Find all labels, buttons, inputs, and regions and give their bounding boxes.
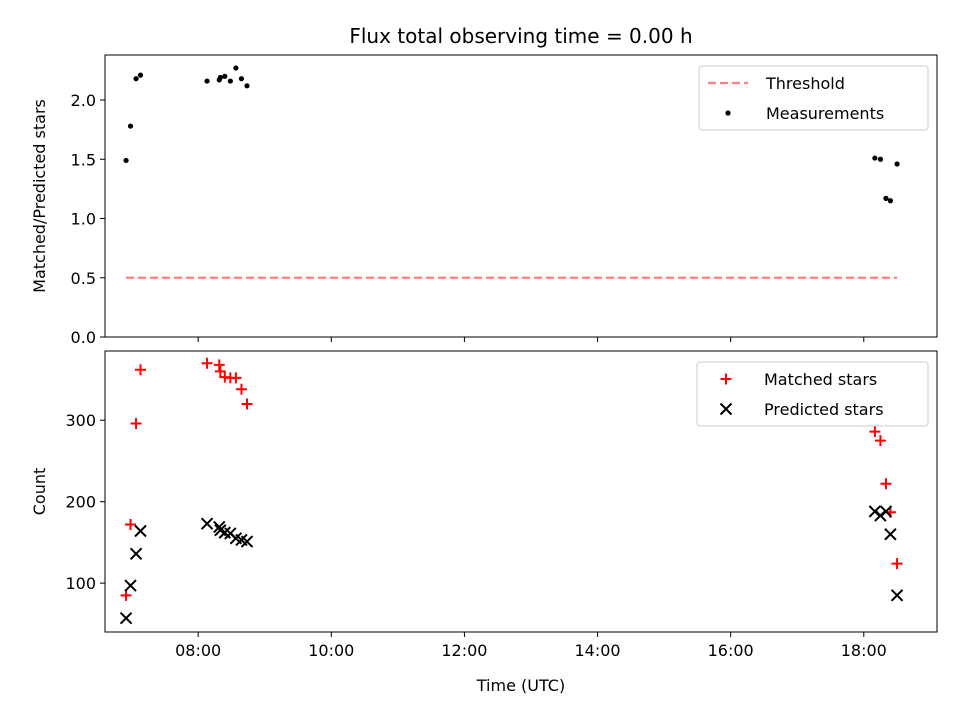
data-point <box>134 364 146 376</box>
legend-label: Threshold <box>765 74 845 93</box>
data-point <box>872 155 878 161</box>
legend: Matched stars Predicted stars <box>696 361 929 427</box>
axes-1: Flux total observing time = 0.00 h 0.0 0.5… <box>30 24 938 347</box>
y-tick-label: 0.5 <box>71 269 96 288</box>
data-point <box>123 157 129 164</box>
series-measurements <box>123 65 900 204</box>
y-tick-label: 0.0 <box>71 328 96 347</box>
y-tick-label: 200 <box>65 493 96 512</box>
data-point <box>244 83 250 89</box>
data-point <box>213 359 225 371</box>
y-tick-label: 1.0 <box>71 210 96 229</box>
data-point <box>879 505 893 518</box>
data-point <box>884 528 897 541</box>
data-point <box>217 74 223 81</box>
data-point <box>134 524 147 538</box>
data-point <box>125 518 137 530</box>
x-tick-label: 10:00 <box>308 641 354 660</box>
legend-marker-swatch <box>719 402 733 416</box>
data-point <box>204 78 210 84</box>
axes-frame <box>104 350 938 633</box>
legend-label: Predicted stars <box>764 400 884 419</box>
legend: Threshold Measurements <box>698 65 929 131</box>
data-point <box>874 509 887 522</box>
data-point <box>874 435 886 447</box>
data-point <box>883 195 889 201</box>
data-point <box>214 365 226 377</box>
data-point <box>137 72 144 78</box>
data-point <box>887 198 894 204</box>
data-point <box>890 589 904 602</box>
data-point <box>894 161 900 167</box>
legend-label: Measurements <box>766 104 884 123</box>
data-point <box>120 589 132 601</box>
data-point <box>124 579 137 592</box>
data-point <box>880 478 892 490</box>
legend-marker-swatch <box>720 373 732 385</box>
data-point <box>133 76 139 82</box>
data-point <box>227 78 233 84</box>
data-point <box>233 65 239 71</box>
data-point <box>241 398 253 410</box>
x-tick-label: 12:00 <box>441 641 487 660</box>
y-tick-label: 2.0 <box>71 91 96 110</box>
data-point <box>868 505 882 518</box>
y-tick-label: 100 <box>65 574 96 593</box>
data-point <box>869 426 881 438</box>
chart-title: Flux total observing time = 0.00 h <box>349 24 692 48</box>
data-point <box>235 383 247 395</box>
y-tick-label: 300 <box>65 411 96 430</box>
axes-2: 100 200 300 08:00 10:00 12:00 14:00 16:00 18:00 C… <box>30 350 938 695</box>
x-tick-label: 14:00 <box>574 641 620 660</box>
data-point <box>877 156 884 162</box>
axes-frame <box>104 54 938 338</box>
x-tick-label: 18:00 <box>841 641 887 660</box>
data-point <box>891 558 903 570</box>
data-point <box>222 73 228 79</box>
data-point <box>130 417 142 429</box>
data-point <box>240 535 254 548</box>
legend-box <box>698 65 929 131</box>
legend-label: Matched stars <box>764 370 877 389</box>
data-point <box>119 611 133 625</box>
y-axis-label: Count <box>30 468 49 516</box>
x-tick-label: 08:00 <box>175 641 221 660</box>
y-tick-label: 1.5 <box>71 150 96 169</box>
data-point <box>230 372 242 384</box>
legend-marker-swatch <box>725 110 731 116</box>
data-point <box>238 76 245 82</box>
series-predicted-stars <box>119 505 904 625</box>
x-tick-label: 16:00 <box>708 641 754 660</box>
legend-box <box>696 361 929 427</box>
data-point <box>200 517 214 530</box>
data-point <box>127 123 134 129</box>
x-axis-label: Time (UTC) <box>476 676 565 695</box>
y-axis-label: Matched/Predicted stars <box>30 99 49 293</box>
data-point <box>201 357 213 369</box>
data-point <box>129 547 143 561</box>
